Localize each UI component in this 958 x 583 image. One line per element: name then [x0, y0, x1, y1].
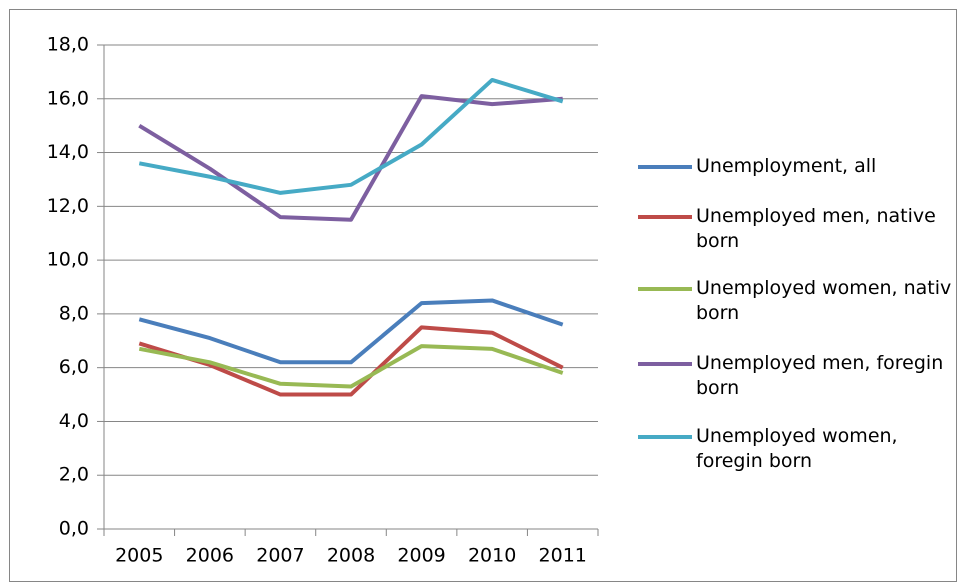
x-tick-label: 2006	[186, 545, 234, 567]
x-tick-label: 2005	[115, 545, 163, 567]
legend-label: Unemployed women, nativ born	[696, 277, 952, 324]
legend-label: Unemployment, all	[696, 155, 877, 177]
y-tick-label: 18,0	[47, 34, 89, 56]
series-line	[138, 325, 564, 397]
x-tick-label: 2010	[468, 545, 516, 567]
legend-label: Unemployed men, native born	[696, 205, 936, 252]
x-tick-label: 2009	[397, 545, 445, 567]
y-tick-label: 6,0	[59, 356, 89, 378]
y-tick-label: 12,0	[47, 195, 89, 217]
y-tick-label: 14,0	[47, 141, 89, 163]
legend-swatch	[638, 287, 692, 291]
legend-entry: Unemployment, all	[638, 154, 952, 179]
legend-label: Unemployed women, foregin born	[696, 425, 898, 472]
legend-swatch	[638, 362, 692, 366]
series-line	[138, 94, 563, 222]
legend-entry: Unemployed women, nativ born	[638, 276, 952, 326]
y-tick-label: 2,0	[59, 464, 89, 486]
series-line	[138, 344, 564, 389]
legend-entry: Unemployed women, foregin born	[638, 424, 952, 474]
series-line	[138, 77, 564, 195]
legend-swatch	[638, 165, 692, 169]
x-tick-label: 2011	[539, 545, 587, 567]
series-line	[138, 298, 564, 365]
legend-label: Unemployed men, foregin born	[696, 352, 944, 399]
legend-swatch	[638, 435, 692, 439]
legend-swatch	[638, 215, 692, 219]
legend-entry: Unemployed men, native born	[638, 204, 952, 254]
y-tick-label: 10,0	[47, 249, 89, 271]
legend-entry: Unemployed men, foregin born	[638, 351, 952, 401]
y-tick-label: 4,0	[59, 410, 89, 432]
y-tick-label: 0,0	[59, 518, 89, 540]
y-tick-label: 8,0	[59, 302, 89, 324]
x-tick-label: 2008	[327, 545, 375, 567]
chart-frame	[9, 9, 957, 582]
y-tick-label: 16,0	[47, 87, 89, 109]
x-tick-label: 2007	[256, 545, 304, 567]
